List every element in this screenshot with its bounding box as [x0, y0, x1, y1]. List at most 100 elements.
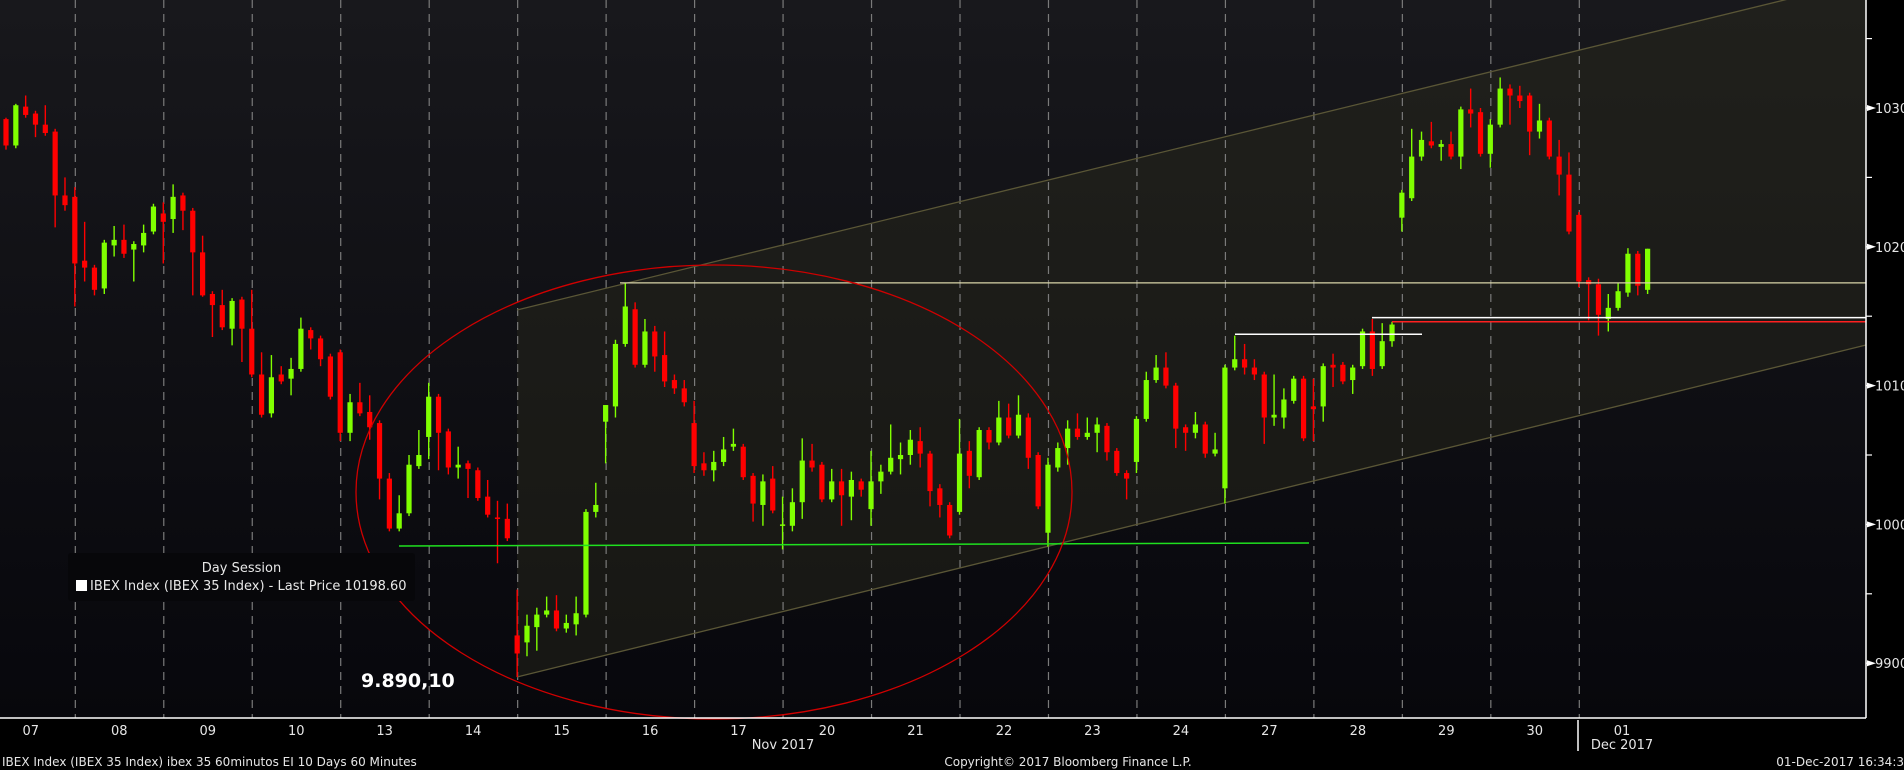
candle — [1006, 403, 1012, 439]
candle — [711, 450, 717, 482]
candle-body — [317, 338, 324, 360]
candle — [937, 484, 943, 518]
candle-body — [219, 305, 225, 328]
candle — [1497, 77, 1503, 128]
candle-body — [1133, 418, 1140, 462]
candle-body — [720, 449, 727, 462]
candle — [121, 224, 127, 258]
candle — [750, 473, 756, 522]
candle-body — [1428, 141, 1434, 146]
candle — [1291, 375, 1297, 404]
candle-body — [160, 213, 166, 222]
day-label: 07 — [23, 724, 40, 739]
support-line — [398, 542, 1310, 547]
candle — [337, 349, 343, 442]
y-tick-label: 1030 — [1875, 102, 1904, 117]
candle — [1074, 413, 1081, 440]
candle — [868, 450, 874, 526]
day-label: 21 — [907, 724, 924, 739]
candle-body — [838, 481, 845, 496]
candle-body — [1212, 449, 1218, 454]
candle — [465, 460, 471, 499]
candle — [347, 393, 353, 442]
highlight-ellipse — [355, 264, 1073, 720]
candle — [52, 128, 58, 228]
candle — [1625, 248, 1631, 297]
candle-body — [1183, 427, 1189, 433]
candle — [160, 202, 166, 264]
y-axis-ticks: 1030 1020 1010 1000 9900 — [1866, 37, 1904, 672]
candle-body — [524, 625, 530, 643]
candle-body — [1527, 95, 1533, 132]
candle — [996, 400, 1002, 446]
candle — [23, 95, 29, 118]
candle-body — [1546, 120, 1552, 157]
candle — [249, 289, 255, 378]
candle-body — [652, 331, 658, 357]
day-label: 22 — [996, 724, 1013, 739]
candle-body — [642, 331, 648, 365]
candle-body — [308, 330, 314, 339]
day-label: 14 — [465, 724, 482, 739]
candle — [1133, 416, 1140, 474]
candle — [986, 427, 992, 450]
candle — [455, 446, 461, 479]
candle-body — [376, 423, 383, 479]
candle — [888, 424, 894, 475]
candle — [1173, 382, 1179, 449]
candle-body — [1241, 359, 1248, 368]
candle — [308, 327, 314, 350]
candle — [927, 450, 933, 507]
candle — [1261, 371, 1267, 444]
candle-body — [239, 299, 245, 329]
candle-body — [347, 402, 353, 433]
candle — [681, 380, 687, 407]
candle-body — [662, 355, 668, 382]
candle-body — [1320, 366, 1326, 407]
candle-body — [1163, 367, 1169, 386]
candle — [878, 464, 884, 494]
candle-body — [1271, 414, 1277, 418]
candle-body — [1094, 424, 1100, 433]
candle-body — [1586, 280, 1592, 285]
day-label: 01 — [1614, 724, 1631, 739]
candle — [976, 427, 982, 480]
candle-body — [3, 119, 9, 146]
candle — [740, 443, 746, 480]
candle — [514, 589, 520, 678]
candle — [671, 374, 678, 394]
candle — [1527, 92, 1533, 156]
candle — [1015, 395, 1022, 439]
candle — [789, 488, 795, 532]
candle — [1517, 85, 1523, 108]
candle-body — [730, 443, 737, 447]
candle — [504, 503, 510, 542]
candle — [642, 318, 648, 368]
candle — [524, 614, 530, 657]
candle — [141, 224, 147, 253]
x-axis-labels: 07 08 09 10 13 14 15 16 17 20 21 22 23 24 27 28 29 30 01 — [23, 724, 1631, 739]
candle-body — [52, 131, 58, 196]
candle — [632, 302, 638, 368]
candle-body — [150, 206, 157, 232]
candle — [288, 357, 294, 396]
candle — [1055, 442, 1061, 472]
candle — [72, 187, 78, 307]
candle-body — [858, 481, 864, 490]
candle-body — [121, 239, 127, 254]
candle-body — [573, 613, 579, 625]
candle-body — [1487, 124, 1493, 154]
candle — [691, 400, 697, 474]
day-label: 08 — [111, 724, 128, 739]
candle — [1615, 282, 1621, 311]
candle-body — [996, 417, 1002, 443]
candle-body — [534, 614, 540, 628]
candle-body — [209, 293, 216, 306]
candle — [701, 452, 707, 476]
candle-body — [465, 463, 471, 469]
candle-body — [976, 430, 982, 478]
candle — [1428, 121, 1434, 149]
candle — [544, 596, 550, 618]
candle-body — [1477, 112, 1484, 154]
candle-body — [406, 464, 412, 514]
